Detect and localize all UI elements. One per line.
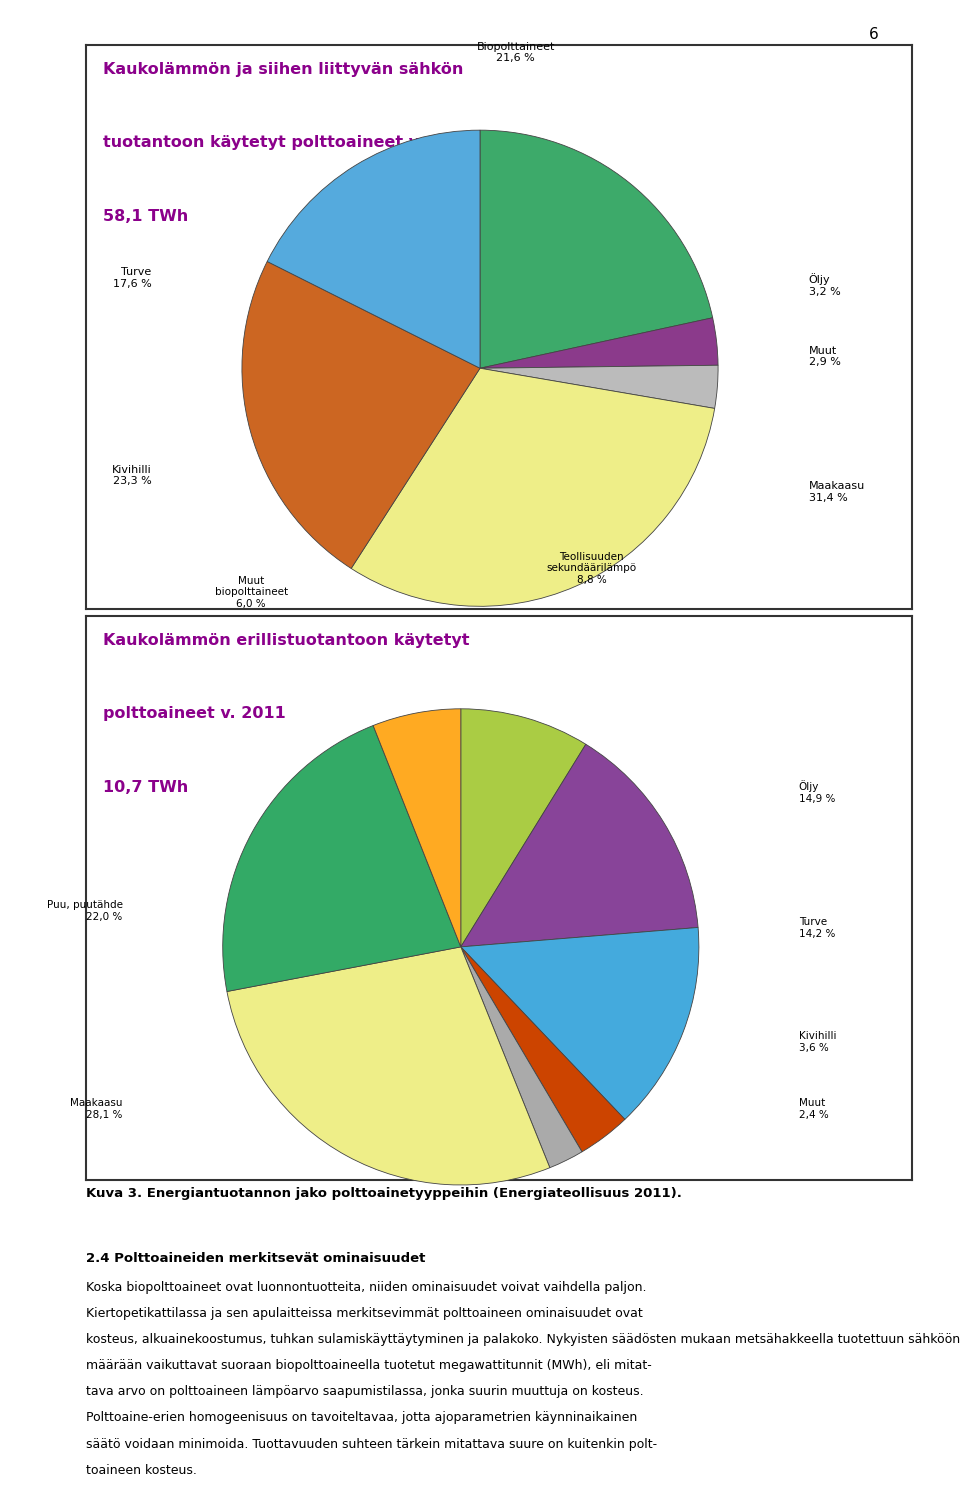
Text: Biopolttaineet
21,6 %: Biopolttaineet 21,6 % (476, 42, 555, 63)
Wedge shape (227, 947, 550, 1184)
Text: Kaukolämmön ja siihen liittyvän sähkön: Kaukolämmön ja siihen liittyvän sähkön (103, 62, 464, 77)
Text: 2.4 Polttoaineiden merkitsevät ominaisuudet: 2.4 Polttoaineiden merkitsevät ominaisuu… (86, 1252, 426, 1266)
Wedge shape (223, 726, 461, 992)
Text: Turve
14,2 %: Turve 14,2 % (799, 917, 835, 939)
Text: Teollisuuden
sekundäärilämpö
8,8 %: Teollisuuden sekundäärilämpö 8,8 % (546, 552, 636, 585)
Wedge shape (242, 262, 480, 568)
Text: Koska biopolttoaineet ovat luonnontuotteita, niiden ominaisuudet voivat vaihdell: Koska biopolttoaineet ovat luonnontuotte… (86, 1281, 647, 1294)
Text: Puu, puutähde
22,0 %: Puu, puutähde 22,0 % (47, 900, 123, 921)
Wedge shape (267, 131, 480, 368)
Text: Kaukolämmön erillistuotantoon käytetyt: Kaukolämmön erillistuotantoon käytetyt (103, 633, 469, 648)
Text: Kivihilli
23,3 %: Kivihilli 23,3 % (111, 464, 152, 485)
Text: toaineen kosteus.: toaineen kosteus. (86, 1464, 197, 1476)
Wedge shape (351, 368, 714, 606)
Text: Turve
17,6 %: Turve 17,6 % (112, 268, 152, 289)
Text: 6: 6 (869, 27, 878, 42)
Wedge shape (461, 947, 625, 1151)
Wedge shape (480, 131, 712, 368)
Text: Muut
biopolttaineet
6,0 %: Muut biopolttaineet 6,0 % (215, 576, 288, 609)
Wedge shape (480, 317, 718, 368)
Text: Öljy
14,9 %: Öljy 14,9 % (799, 780, 835, 804)
Text: tava arvo on polttoaineen lämpöarvo saapumistilassa, jonka suurin muuttuja on ko: tava arvo on polttoaineen lämpöarvo saap… (86, 1386, 644, 1398)
Wedge shape (461, 927, 699, 1120)
Text: tuotantoon käytetyt polttoaineet v. 2011: tuotantoon käytetyt polttoaineet v. 2011 (103, 135, 474, 150)
Text: Maakaasu
28,1 %: Maakaasu 28,1 % (70, 1099, 123, 1120)
Wedge shape (461, 709, 586, 947)
Text: Maakaasu
31,4 %: Maakaasu 31,4 % (808, 481, 865, 504)
Text: 58,1 TWh: 58,1 TWh (103, 209, 188, 224)
Text: Polttoaine-erien homogeenisuus on tavoiteltavaa, jotta ajoparametrien käynninaik: Polttoaine-erien homogeenisuus on tavoit… (86, 1411, 637, 1425)
Text: Muut
2,4 %: Muut 2,4 % (799, 1099, 828, 1120)
Wedge shape (461, 947, 582, 1168)
Text: kosteus, alkuainekoostumus, tuhkan sulamiskäyttäytyminen ja palakoko. Nykyisten : kosteus, alkuainekoostumus, tuhkan sulam… (86, 1333, 960, 1347)
Text: Öljy
3,2 %: Öljy 3,2 % (808, 274, 840, 296)
Text: Kiertopetikattilassa ja sen apulaitteissa merkitsevimmät polttoaineen ominaisuud: Kiertopetikattilassa ja sen apulaitteiss… (86, 1308, 643, 1320)
Text: Kivihilli
3,6 %: Kivihilli 3,6 % (799, 1031, 836, 1054)
Text: polttoaineet v. 2011: polttoaineet v. 2011 (103, 706, 286, 721)
Text: Muut
2,9 %: Muut 2,9 % (808, 346, 840, 367)
Wedge shape (373, 709, 461, 947)
Text: säätö voidaan minimoida. Tuottavuuden suhteen tärkein mitattava suure on kuitenk: säätö voidaan minimoida. Tuottavuuden su… (86, 1437, 658, 1450)
Wedge shape (480, 365, 718, 409)
Text: 10,7 TWh: 10,7 TWh (103, 780, 188, 795)
Text: määrään vaikuttavat suoraan biopolttoaineella tuotetut megawattitunnit (MWh), el: määrään vaikuttavat suoraan biopolttoain… (86, 1359, 652, 1372)
Wedge shape (461, 744, 698, 947)
Text: Kuva 3. Energiantuotannon jako polttoainetyyppeihin (Energiateollisuus 2011).: Kuva 3. Energiantuotannon jako polttoain… (86, 1187, 683, 1201)
